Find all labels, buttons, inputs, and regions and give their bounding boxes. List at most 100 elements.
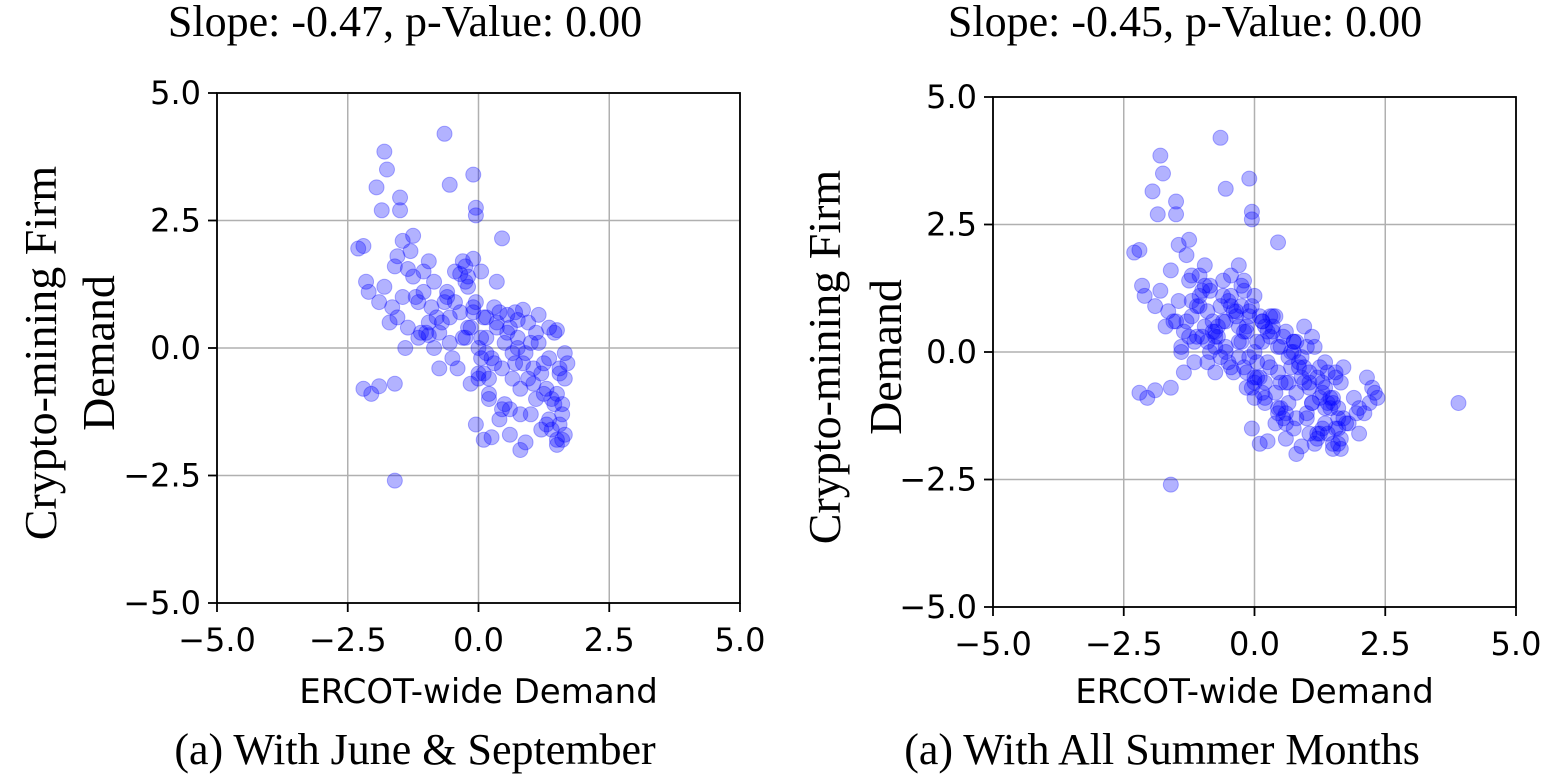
- data-point: [1280, 395, 1297, 411]
- data-point: [415, 263, 432, 280]
- data-point: [546, 324, 563, 341]
- data-point: [1183, 293, 1200, 309]
- data-point: [486, 355, 503, 372]
- data-point: [1249, 333, 1266, 350]
- data-point: [1256, 389, 1273, 406]
- data-point: [1183, 267, 1200, 284]
- data-point: [1324, 435, 1341, 452]
- data-point: [1298, 410, 1315, 427]
- data-point: [439, 289, 456, 305]
- data-point: [1330, 420, 1347, 437]
- data-point: [1361, 395, 1378, 411]
- data-point: [1348, 405, 1365, 422]
- data-point: [1288, 384, 1305, 401]
- data-point: [1126, 244, 1143, 261]
- data-point: [1267, 384, 1284, 401]
- data-point: [1157, 318, 1174, 335]
- data-point: [1194, 282, 1211, 299]
- data-point: [517, 345, 534, 362]
- data-point: [355, 380, 372, 397]
- data-point: [1314, 420, 1331, 437]
- data-point: [415, 283, 432, 300]
- data-point: [1330, 435, 1347, 452]
- data-point: [1338, 415, 1355, 432]
- data-point: [376, 278, 393, 295]
- data-point: [535, 385, 552, 402]
- data-point: [1154, 165, 1171, 182]
- data-point: [439, 283, 456, 300]
- data-point: [1322, 389, 1339, 406]
- data-point: [431, 324, 448, 341]
- data-point: [1243, 211, 1260, 228]
- data-point: [1275, 328, 1292, 345]
- data-point: [1301, 374, 1318, 391]
- data-point: [399, 319, 416, 336]
- data-point: [1285, 333, 1302, 350]
- panel-caption: (a) With June & September: [174, 725, 656, 774]
- data-point: [480, 385, 497, 402]
- y-tick-label: 2.5: [926, 206, 977, 244]
- data-point: [509, 329, 526, 346]
- data-point: [1207, 323, 1224, 340]
- data-point: [1199, 303, 1216, 320]
- x-axis-label: ERCOT-wide Demand: [299, 672, 658, 712]
- data-point: [1199, 354, 1216, 371]
- data-point: [1209, 328, 1226, 345]
- data-point: [530, 306, 547, 323]
- data-point: [514, 301, 531, 318]
- x-tick-label: 5.0: [715, 621, 766, 659]
- data-point: [1272, 374, 1289, 391]
- data-point: [1217, 180, 1234, 197]
- data-point: [1209, 318, 1226, 335]
- data-point: [1134, 277, 1151, 294]
- data-point: [358, 273, 375, 290]
- data-point: [1204, 323, 1221, 340]
- data-point: [1298, 338, 1315, 355]
- data-point: [436, 125, 453, 142]
- data-point: [1152, 282, 1169, 299]
- data-point: [1162, 476, 1179, 493]
- x-tick-label: −2.5: [309, 621, 387, 659]
- data-point: [1181, 272, 1198, 289]
- data-point: [488, 314, 505, 331]
- data-point: [1280, 349, 1297, 366]
- data-point: [1181, 231, 1198, 248]
- x-tick-label: 5.0: [1491, 625, 1542, 663]
- data-point: [1309, 425, 1326, 442]
- data-point: [384, 299, 401, 316]
- data-point: [478, 329, 495, 346]
- data-point: [1131, 242, 1148, 258]
- data-point: [1293, 349, 1310, 366]
- data-point: [541, 319, 558, 336]
- data-point: [1304, 328, 1321, 345]
- data-point: [1277, 415, 1294, 432]
- data-point: [1246, 369, 1263, 386]
- data-point: [1301, 379, 1318, 396]
- data-point: [520, 314, 537, 331]
- data-point: [431, 360, 448, 377]
- data-point: [1175, 323, 1192, 340]
- data-point: [402, 243, 419, 260]
- data-point: [1188, 298, 1205, 315]
- data-point: [412, 324, 429, 341]
- y-axis-label-line2: Demand: [860, 279, 911, 435]
- data-point: [499, 306, 516, 323]
- data-point: [441, 334, 458, 351]
- data-point: [1301, 364, 1318, 381]
- data-point: [467, 199, 484, 216]
- data-point: [538, 416, 555, 433]
- data-point: [1251, 308, 1268, 325]
- data-point: [376, 143, 393, 160]
- data-point: [1330, 400, 1347, 417]
- data-point: [1168, 193, 1185, 210]
- data-point: [460, 278, 477, 295]
- data-point: [478, 309, 495, 326]
- data-point: [1230, 349, 1247, 366]
- data-point: [1285, 420, 1302, 437]
- data-point: [1202, 344, 1219, 360]
- data-point: [1207, 364, 1224, 381]
- data-point: [1212, 349, 1229, 366]
- data-point: [1366, 384, 1383, 401]
- data-point: [386, 375, 403, 392]
- data-point: [1215, 313, 1232, 330]
